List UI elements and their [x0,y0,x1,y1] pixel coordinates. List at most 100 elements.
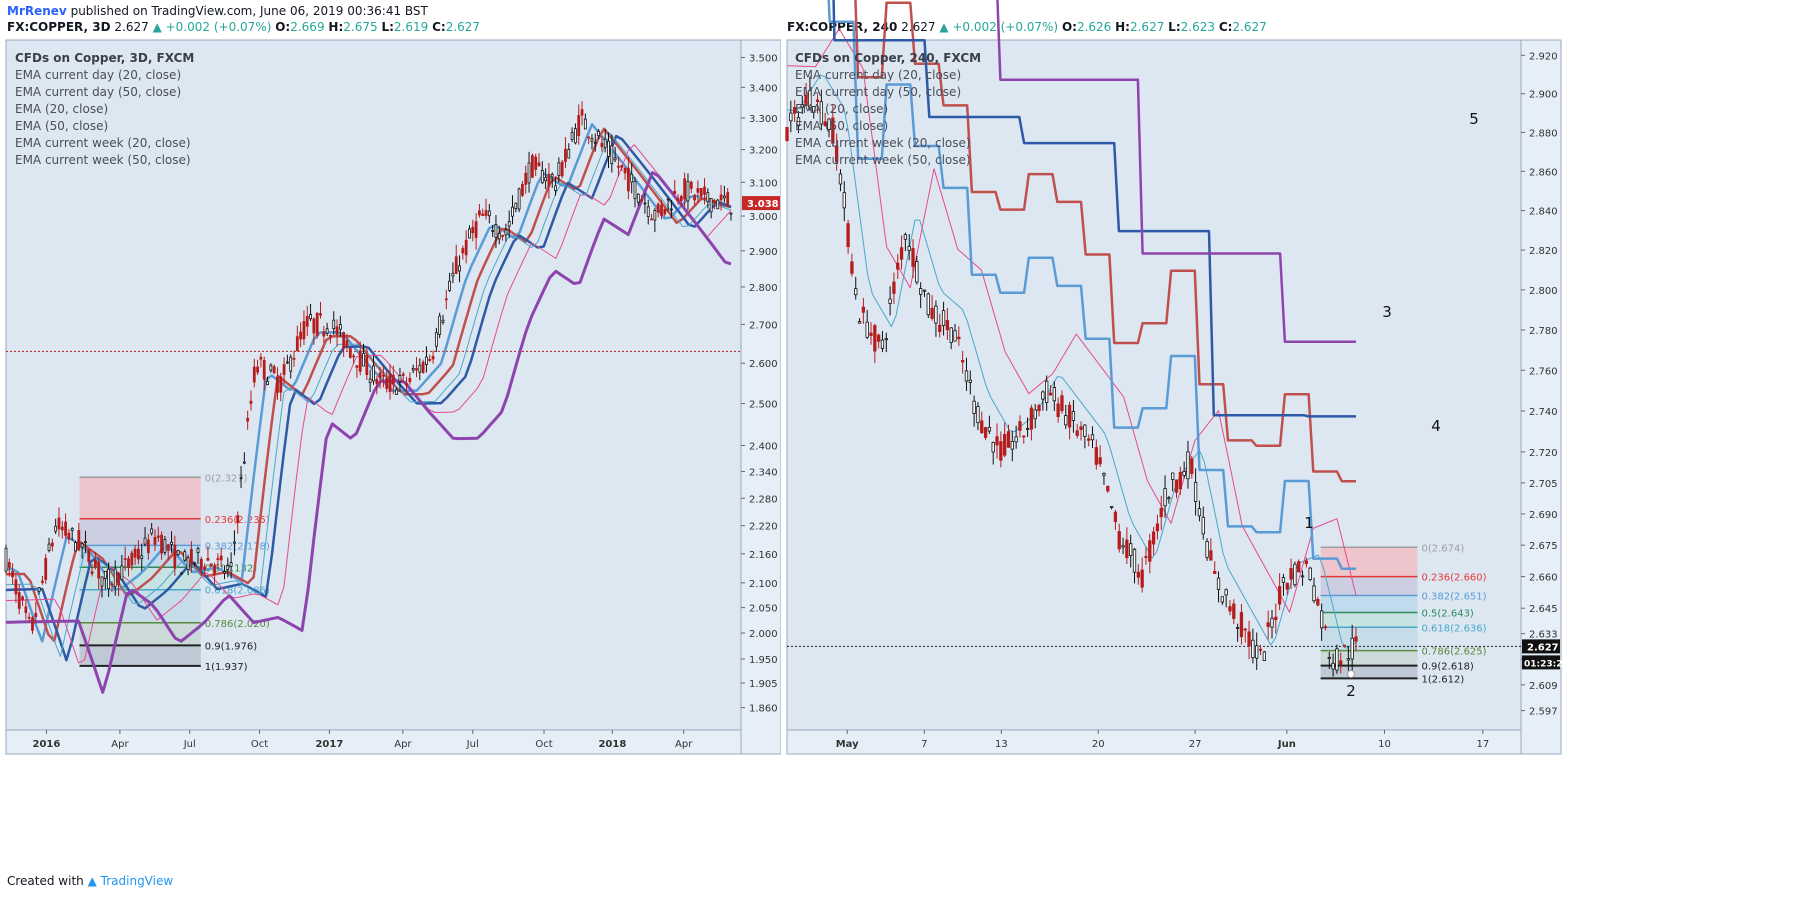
left-legend-title: CFDs on Copper, 3D, FXCM [15,51,195,65]
left-candle-body [64,521,67,536]
left-candle-body [491,230,495,232]
left-candle-body [189,548,193,564]
left-candle-body [593,141,597,144]
left-x-tick-label: 2016 [33,739,61,750]
left-candle-body [574,128,577,144]
right-candle-body [1045,380,1049,403]
left-candle-body [418,364,422,373]
left-candle-body [329,335,332,337]
tradingview-brand[interactable]: TradingView [100,874,174,888]
right-legend-ema-week20[interactable]: EMA current week (20, close) [795,136,971,150]
right-y-tick-label: 2.720 [1529,448,1558,459]
right-y-tick-label: 2.645 [1529,604,1558,615]
left-candle-body [292,357,296,360]
right-legend-ema20[interactable]: EMA (20, close) [795,102,889,116]
left-candle-body [405,383,408,386]
right-candle-body [1033,409,1037,420]
right-candle-body [1220,596,1224,603]
left-candle-body [312,318,316,334]
right-fib-zone [1320,595,1418,613]
left-candle-body [345,340,349,347]
left-candle-body [322,331,326,337]
left-candle-body [216,558,220,561]
right-candle-body [789,112,793,122]
right-candle-body [854,288,858,296]
left-legend-ema20[interactable]: EMA (20, close) [15,102,109,116]
left-candle-body [607,140,610,157]
right-candle-body [1144,556,1148,558]
right-fib-label: 0.786(2.625) [1422,647,1487,658]
left-legend-ema50[interactable]: EMA (50, close) [15,119,109,133]
charts-canvas[interactable]: 3.500 3.400 3.300 3.200 3.100 3.000 2.900 2.800… [0,0,1793,870]
tradingview-logo-icon[interactable]: ▲ [87,874,97,888]
left-candle-body [256,366,259,373]
right-legend-ema-day20[interactable]: EMA current day (20, close) [795,68,962,82]
right-candle-body [1125,539,1129,559]
right-candle-body [1041,391,1045,400]
right-candle-body [964,370,969,382]
right-low: 2.623 [1180,20,1215,34]
left-candle-body [689,181,693,189]
right-candle-body [1003,434,1007,456]
left-candle-body [213,565,216,575]
left-candle-body [44,557,48,580]
author-name[interactable]: MrRenev [7,4,67,18]
right-legend-ema-day50[interactable]: EMA current day (50, close) [795,85,962,99]
left-legend-ema-day20[interactable]: EMA current day (20, close) [15,68,182,82]
left-candle-body [560,161,564,177]
left-candle-body [368,378,372,383]
right-candle-body [842,192,846,209]
right-legend-ema50[interactable]: EMA (50, close) [795,119,889,133]
left-candle-body [41,580,44,583]
right-candle-body [1316,599,1320,606]
left-fib-label: 1(1.937) [205,662,248,673]
left-candle-body [266,381,269,386]
left-x-tick-label: Jul [183,739,196,750]
left-candle-body [97,561,101,579]
left-legend-ema-week50[interactable]: EMA current week (50, close) [15,153,191,167]
right-candle-body [1297,561,1301,573]
right-x-tick-label: 13 [995,739,1008,750]
right-candle-body [983,427,988,438]
right-candle-body [1277,586,1282,605]
left-candle-body [117,572,120,586]
left-candle-body [289,356,293,372]
right-candle-body [1087,438,1091,441]
right-ema-day20-line [827,0,1356,570]
left-candle-body [494,224,498,238]
right-fib-zone [1320,576,1418,596]
right-candle-body [1190,458,1194,474]
right-x-tick-label: Jun [1277,739,1296,750]
publish-text: published on TradingView.com, June 06, 2… [70,4,428,18]
left-candle-body [686,181,690,202]
right-candle-body [1029,407,1034,430]
right-candle-body [785,127,789,142]
left-candle-body [262,360,266,380]
left-legend-ema-week20[interactable]: EMA current week (20, close) [15,136,191,150]
left-candle-body [514,202,518,210]
right-candle-body [1258,648,1263,651]
right-legend-ema-week50[interactable]: EMA current week (50, close) [795,153,971,167]
right-candle-body [1052,387,1056,402]
right-y-tick-label: 2.840 [1529,207,1558,218]
right-candle-body [1178,471,1182,490]
left-y-tick-label: 2.050 [749,604,778,615]
right-candle-body [819,101,824,125]
left-candle-body [643,202,647,205]
left-candle-body [716,199,720,210]
left-legend-ema-day50[interactable]: EMA current day (50, close) [15,85,182,99]
right-candle-body [926,293,930,316]
left-candle-body [60,526,64,531]
left-candle-body [335,326,339,335]
right-candle-body [1335,648,1339,671]
left-candle-body [395,389,399,395]
right-ema-week20-line [832,0,1356,418]
left-candle-body [431,356,435,360]
right-candle-body [1113,511,1118,522]
left-y-tick-label: 2.800 [749,283,778,294]
right-candle-body [1339,660,1343,665]
right-candle-body [1228,606,1232,612]
left-fib-label: 0.786(2.020) [205,619,270,630]
left-c-label: C: [432,20,446,34]
left-candle-body [580,109,584,116]
